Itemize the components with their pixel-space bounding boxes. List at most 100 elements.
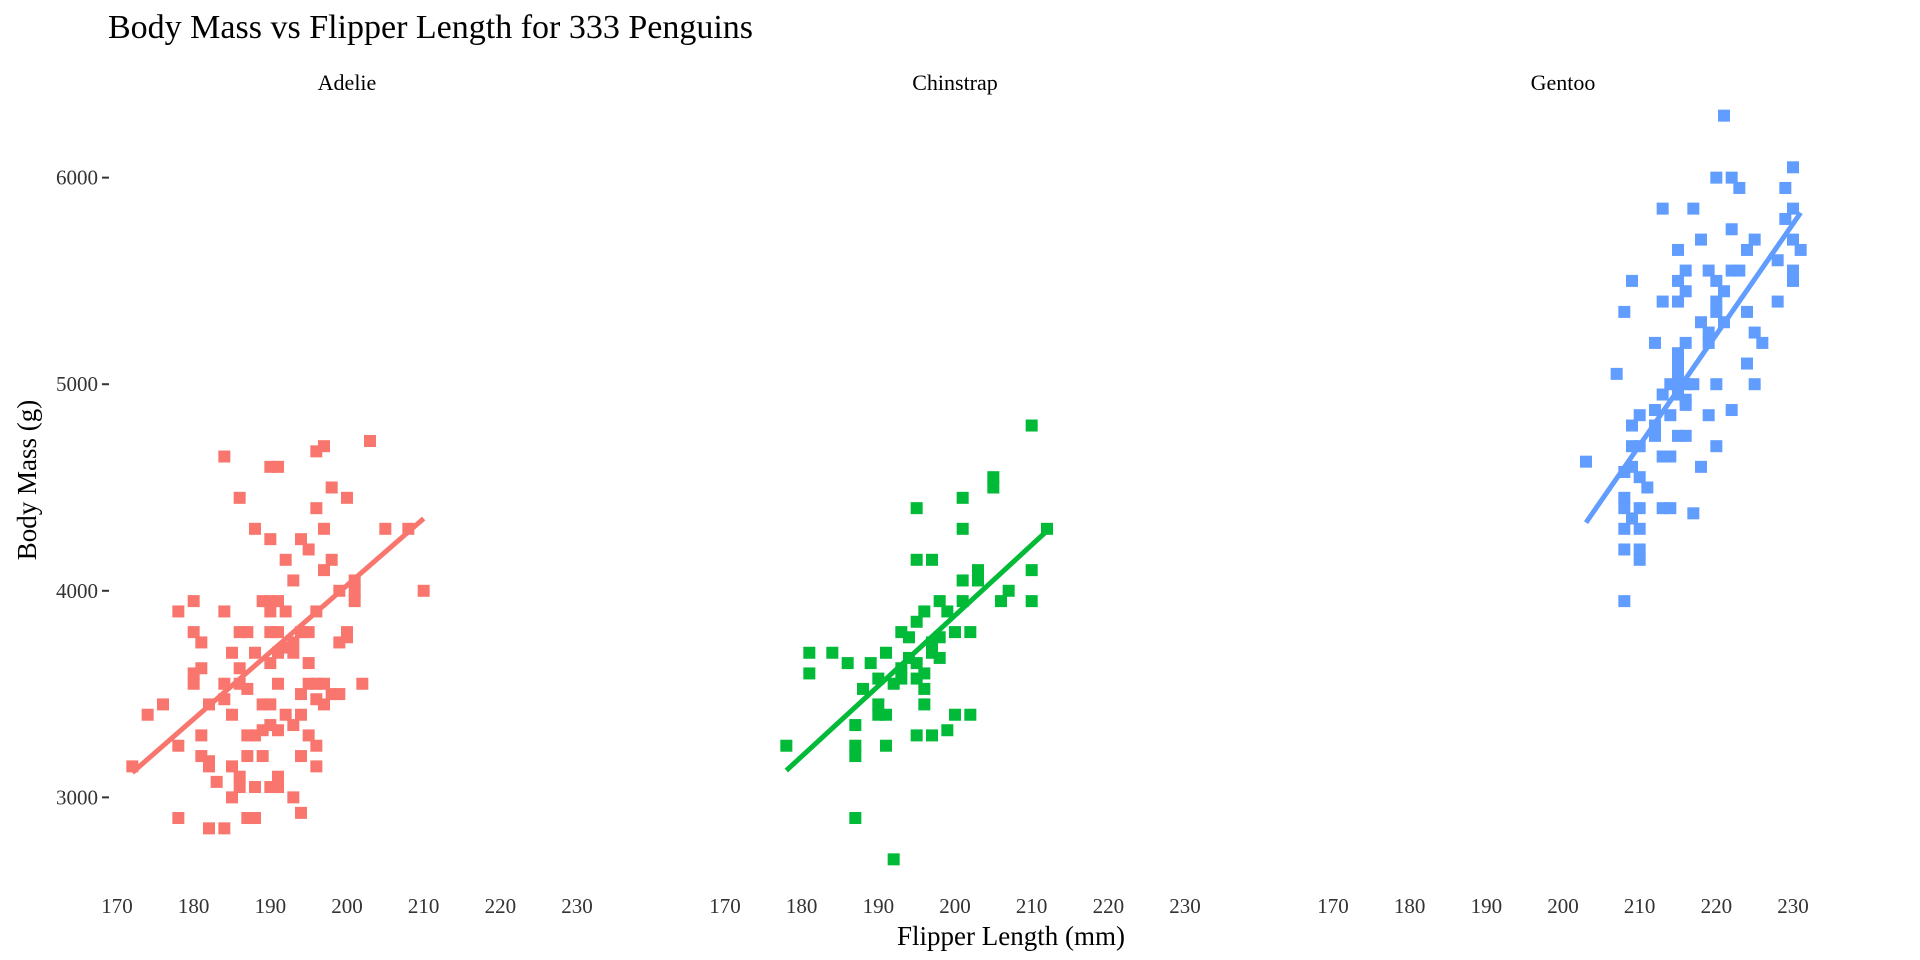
data-point [287,646,300,659]
x-tick-label: 170 [101,894,133,918]
data-point [157,698,169,711]
data-point [1779,212,1792,225]
data-point [272,677,284,690]
data-point [226,708,238,721]
data-point [272,770,284,783]
x-tick-label: 210 [1016,894,1048,918]
data-point [295,750,307,763]
data-point [895,672,908,685]
data-point [1748,326,1761,339]
data-point [218,605,231,618]
x-tick-label: 220 [485,894,517,918]
data-point [780,739,793,752]
x-tick-label: 180 [786,894,818,918]
data-point [826,646,839,659]
data-point [1610,367,1623,380]
data-point [272,724,284,737]
data-point [1656,295,1669,308]
data-point [1695,316,1707,329]
data-point [1664,502,1677,515]
data-point [918,605,931,618]
data-point [956,491,969,504]
data-point [1748,378,1761,391]
x-axis-title: Flipper Length (mm) [897,921,1125,951]
x-tick-label: 190 [1471,894,1503,918]
data-point [910,553,923,566]
data-point [880,739,892,752]
data-point [1787,161,1799,174]
data-point [1718,109,1730,122]
data-point [279,553,292,566]
data-point [1633,522,1646,535]
x-axis-ticks: 170 180 190 200 210 220 230 [101,894,593,918]
data-point [1733,181,1746,194]
data-point [964,708,977,721]
x-tick-label: 180 [178,894,210,918]
data-point [1025,595,1038,608]
data-point [1633,409,1646,422]
data-point [287,574,300,587]
data-point [964,626,977,639]
data-point [1679,336,1692,349]
data-point [1733,264,1746,277]
data-point [1672,347,1684,360]
data-point [1679,429,1692,442]
data-point [272,626,284,639]
data-point [295,806,307,819]
data-point [318,698,330,711]
data-point [302,657,315,670]
data-point [233,781,246,794]
data-point [956,574,969,587]
x-tick-label: 200 [331,894,363,918]
data-point [1718,285,1730,298]
data-point [1002,584,1015,597]
data-point [272,781,284,794]
data-point [264,657,277,670]
data-point [310,760,323,773]
data-point [295,708,307,721]
data-point [1794,243,1807,256]
data-point [210,775,223,788]
data-point [1641,481,1654,494]
data-point [325,553,338,566]
data-point [1756,336,1769,349]
data-point [1725,171,1738,184]
x-tick-label: 190 [255,894,287,918]
data-point [1779,181,1792,194]
chart-title: Body Mass vs Flipper Length for 333 Peng… [108,9,753,46]
data-point [233,770,246,783]
data-point [187,595,200,608]
data-point [195,636,208,649]
data-point [1672,367,1684,380]
data-point [803,667,816,680]
data-point [1672,295,1684,308]
data-point [318,677,330,690]
data-point [249,812,261,825]
data-point [1695,460,1707,473]
data-point [1633,543,1646,556]
x-tick-label: 230 [1169,894,1201,918]
data-point [218,822,231,835]
data-point [910,657,923,670]
data-point [1687,507,1700,520]
data-point [1618,595,1631,608]
data-point [279,605,292,618]
data-point [1626,419,1638,432]
x-tick-label: 170 [1317,894,1349,918]
x-axis-ticks: 170 180 190 200 210 220 230 [1317,894,1809,918]
data-point [1679,264,1692,277]
data-point [803,646,816,659]
data-point [849,812,862,825]
data-point [1618,305,1631,318]
data-point [1710,171,1723,184]
data-point [926,729,938,742]
y-axis: 3000 4000 5000 6000 [56,166,109,809]
data-point [287,719,300,732]
facet-chinstrap: Chinstrap 170 180 190 200 210 220 230 [709,70,1201,918]
data-point [302,729,315,742]
data-point [949,626,961,639]
data-point [1649,404,1661,417]
data-point [241,750,254,763]
data-point [872,698,885,711]
